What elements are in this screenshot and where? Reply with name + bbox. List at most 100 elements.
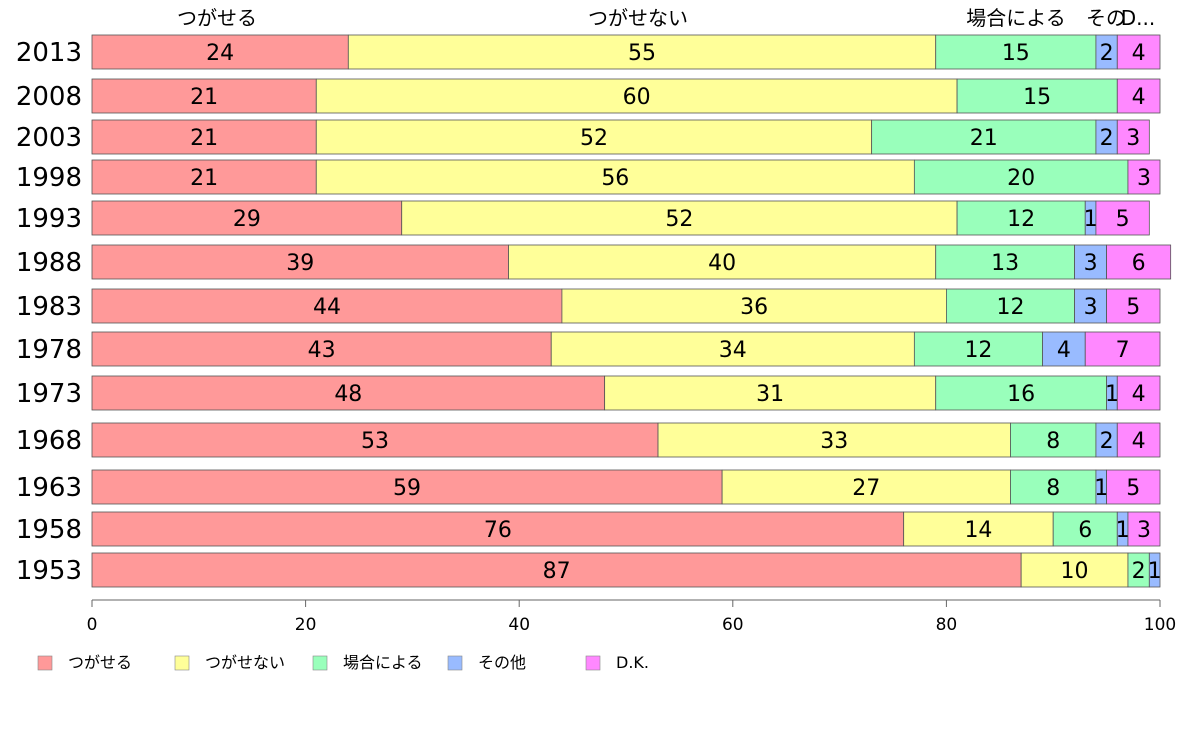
data-label: 1 xyxy=(1094,476,1108,501)
data-label: 7 xyxy=(1116,338,1130,363)
data-label: 60 xyxy=(623,85,651,110)
data-label: 24 xyxy=(206,41,234,66)
data-label: 1 xyxy=(1116,518,1130,543)
bar-segment xyxy=(1074,244,1108,280)
data-label: 3 xyxy=(1084,295,1098,320)
bar-segment xyxy=(1116,422,1161,458)
x-axis: 0 20 40 60 80 100 xyxy=(87,599,1176,635)
bar-segment xyxy=(91,422,659,458)
y-tick-label: 1983 xyxy=(16,292,82,322)
bar-segment xyxy=(91,375,606,411)
data-label: 34 xyxy=(719,338,747,363)
bar-segment xyxy=(1042,331,1086,367)
bar-segment xyxy=(913,159,1129,195)
data-label: 16 xyxy=(1007,382,1035,407)
x-tick-label: 100 xyxy=(1144,615,1176,635)
data-label: 12 xyxy=(996,295,1024,320)
data-label: 27 xyxy=(852,476,880,501)
data-label: 5 xyxy=(1116,207,1130,232)
data-label: 3 xyxy=(1137,518,1151,543)
data-label: 39 xyxy=(286,251,314,276)
data-label: 4 xyxy=(1132,85,1146,110)
bar-segment xyxy=(347,34,937,70)
bar-segment xyxy=(721,469,1011,505)
bar-segment xyxy=(913,331,1043,367)
x-tick-label: 80 xyxy=(936,615,958,635)
legend-swatch xyxy=(447,655,463,671)
y-tick-label: 1998 xyxy=(16,163,82,193)
x-tick-label: 60 xyxy=(722,615,744,635)
bar-segment xyxy=(91,119,317,155)
bar-segment xyxy=(946,288,1075,324)
data-label: 5 xyxy=(1126,295,1140,320)
data-label: 3 xyxy=(1126,126,1140,151)
y-tick-label: 2008 xyxy=(16,82,82,112)
data-label: 1 xyxy=(1148,559,1162,584)
bar-segment xyxy=(1010,422,1097,458)
bar-segment xyxy=(1052,511,1118,547)
data-label: 44 xyxy=(313,295,341,320)
data-label: 21 xyxy=(190,85,218,110)
bar-segment xyxy=(956,78,1118,114)
bar-segment xyxy=(935,34,1097,70)
data-label: 2 xyxy=(1100,41,1114,66)
y-tick-label: 1978 xyxy=(16,335,82,365)
top-label-series-5: D... xyxy=(1121,6,1155,30)
data-label: 8 xyxy=(1046,429,1060,454)
data-label: 1 xyxy=(1105,382,1119,407)
bar-segment xyxy=(91,552,1022,588)
legend-swatch xyxy=(37,655,53,671)
data-label: 6 xyxy=(1078,518,1092,543)
bar-segment xyxy=(604,375,937,411)
data-label: 2 xyxy=(1100,126,1114,151)
data-label: 4 xyxy=(1132,41,1146,66)
bar-segment xyxy=(1074,288,1108,324)
data-label: 10 xyxy=(1061,559,1089,584)
y-tick-label: 1963 xyxy=(16,473,82,503)
data-label: 15 xyxy=(1002,41,1030,66)
x-tick-label: 40 xyxy=(508,615,530,635)
bar-segment xyxy=(91,331,552,367)
data-label: 43 xyxy=(308,338,336,363)
bar-segment xyxy=(1127,511,1161,547)
top-labels: つがせる つがせない 場合による その D... xyxy=(177,6,1155,30)
legend: つがせる つがせない 場合による その他 D.K. xyxy=(37,653,649,672)
y-tick-label: 2003 xyxy=(16,123,82,153)
bar-segment xyxy=(1116,119,1150,155)
legend-label: 場合による xyxy=(343,653,423,672)
bar-segment xyxy=(1010,469,1097,505)
data-label: 21 xyxy=(970,126,998,151)
data-label: 56 xyxy=(601,166,629,191)
legend-label: つがせる xyxy=(68,653,132,672)
data-label: 55 xyxy=(628,41,656,66)
legend-swatch xyxy=(174,655,190,671)
bar-segment xyxy=(91,159,317,195)
legend-swatch xyxy=(585,655,601,671)
bar-segment xyxy=(657,422,1011,458)
data-label: 36 xyxy=(740,295,768,320)
y-tick-label: 1953 xyxy=(16,556,82,586)
bar-segment xyxy=(1095,200,1150,236)
data-label: 4 xyxy=(1132,382,1146,407)
bar-segment xyxy=(935,375,1107,411)
y-tick-label: 1988 xyxy=(16,248,82,278)
data-label: 76 xyxy=(484,518,512,543)
bar-segment xyxy=(401,200,958,236)
bar-segment xyxy=(315,78,958,114)
bar-segment xyxy=(1020,552,1129,588)
data-label: 52 xyxy=(665,207,693,232)
legend-label: その他 xyxy=(478,653,526,672)
bar-segment xyxy=(91,78,317,114)
data-label: 29 xyxy=(233,207,261,232)
data-label: 3 xyxy=(1137,166,1151,191)
y-tick-label: 2013 xyxy=(16,38,82,68)
y-tick-label: 1958 xyxy=(16,515,82,545)
data-label: 21 xyxy=(190,166,218,191)
data-label: 48 xyxy=(334,382,362,407)
data-label: 31 xyxy=(756,382,784,407)
data-label: 53 xyxy=(361,429,389,454)
legend-swatch xyxy=(312,655,328,671)
bar-segment xyxy=(871,119,1097,155)
data-label: 2 xyxy=(1100,429,1114,454)
